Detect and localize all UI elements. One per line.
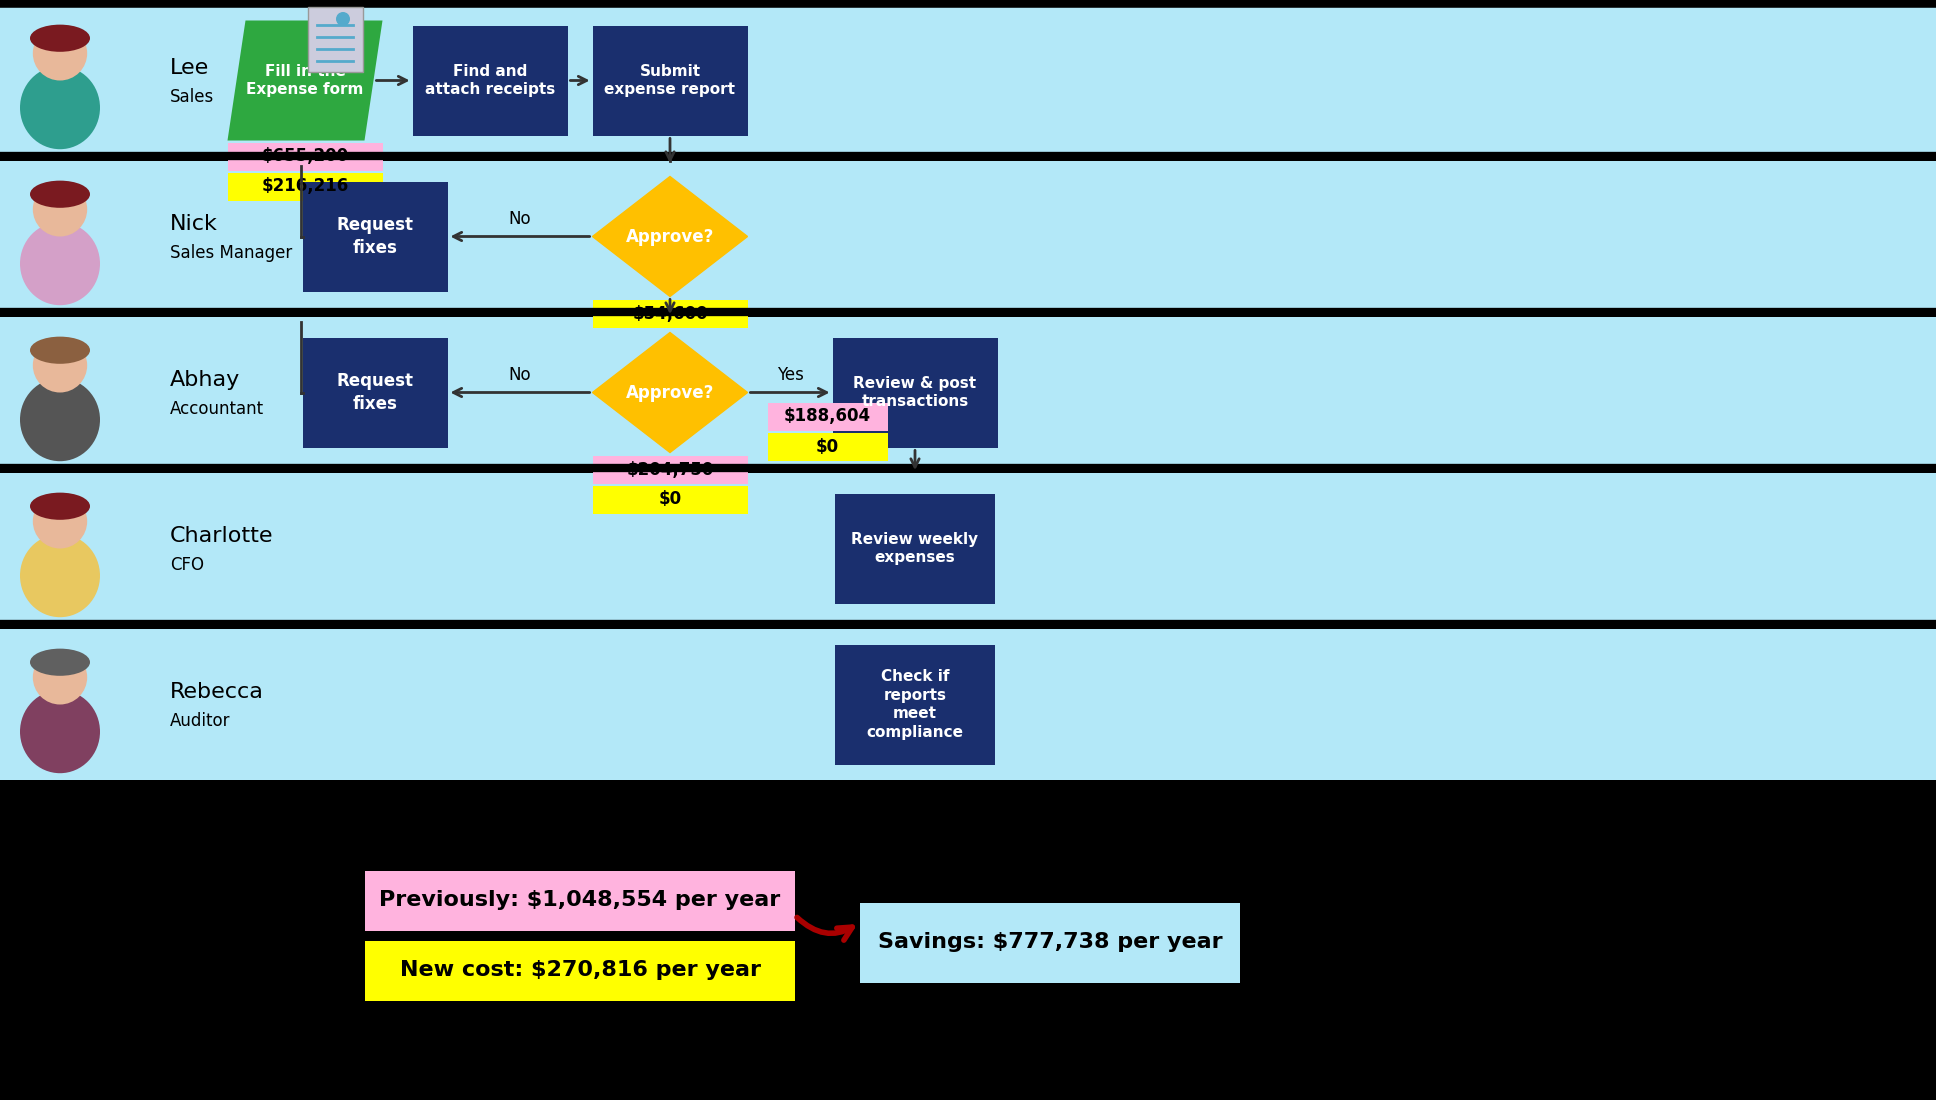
Text: Charlotte: Charlotte [170,527,273,547]
Bar [0,629,1936,780]
Text: Sales Manager: Sales Manager [170,243,292,262]
Circle shape [33,183,87,236]
Ellipse shape [19,535,101,617]
Circle shape [33,494,87,549]
Bar [0,6,1936,156]
Circle shape [33,650,87,704]
Ellipse shape [29,180,89,208]
Text: Find and
attach receipts: Find and attach receipts [424,64,556,97]
Polygon shape [592,332,747,452]
Bar [228,143,383,170]
Ellipse shape [29,649,89,675]
Bar [0,473,1936,624]
Bar [366,870,796,931]
Bar [592,299,747,328]
Bar [832,338,997,448]
Bar [366,940,796,1001]
Text: No: No [509,365,530,384]
Polygon shape [592,176,747,297]
Text: $54,600: $54,600 [633,305,709,322]
Bar [302,182,447,292]
Text: Yes: Yes [776,365,803,384]
Bar [767,403,887,430]
Text: Abhay: Abhay [170,371,240,390]
Ellipse shape [29,24,89,52]
Bar [412,25,567,135]
Text: $0: $0 [815,438,838,455]
Text: Previously: $1,048,554 per year: Previously: $1,048,554 per year [379,891,780,911]
Text: Request
fixes: Request fixes [337,217,414,256]
Text: Auditor: Auditor [170,712,230,729]
Text: Rebecca: Rebecca [170,682,263,703]
Bar [767,432,887,461]
Text: Savings: $777,738 per year: Savings: $777,738 per year [877,933,1222,953]
Circle shape [33,26,87,80]
Text: Submit
expense report: Submit expense report [604,64,736,97]
Text: Sales: Sales [170,88,215,106]
Text: Accountant: Accountant [170,399,263,418]
Bar [0,785,1936,1100]
Text: Approve?: Approve? [625,228,714,245]
Text: $216,216: $216,216 [261,177,348,196]
Text: New cost: $270,816 per year: New cost: $270,816 per year [399,960,761,980]
Bar [0,161,1936,312]
Bar [860,902,1239,982]
Bar [592,25,747,135]
Bar [592,455,747,484]
Ellipse shape [29,493,89,520]
Text: $204,750: $204,750 [627,461,714,478]
Bar [592,485,747,514]
Ellipse shape [19,378,101,461]
Bar [0,317,1936,468]
Text: $655,200: $655,200 [261,147,348,165]
Text: Approve?: Approve? [625,384,714,402]
Bar [228,173,383,200]
Text: Fill in the
Expense form: Fill in the Expense form [246,64,364,97]
Text: $0: $0 [658,491,681,508]
Bar [302,338,447,448]
Ellipse shape [29,337,89,364]
Bar [834,494,995,604]
Text: Lee: Lee [170,58,209,78]
Text: No: No [509,209,530,228]
Ellipse shape [19,690,101,773]
Text: $188,604: $188,604 [784,407,871,426]
Bar [834,645,995,764]
Polygon shape [228,21,383,141]
Text: CFO: CFO [170,556,203,573]
Bar [308,7,362,72]
Text: Check if
reports
meet
compliance: Check if reports meet compliance [867,669,964,740]
Ellipse shape [19,66,101,150]
Text: Nick: Nick [170,214,219,234]
Text: Review weekly
expenses: Review weekly expenses [852,531,978,565]
Circle shape [337,12,350,26]
Ellipse shape [19,222,101,305]
FancyArrowPatch shape [798,917,852,940]
Text: Review & post
transactions: Review & post transactions [854,376,976,409]
Circle shape [33,338,87,393]
Text: Request
fixes: Request fixes [337,373,414,412]
